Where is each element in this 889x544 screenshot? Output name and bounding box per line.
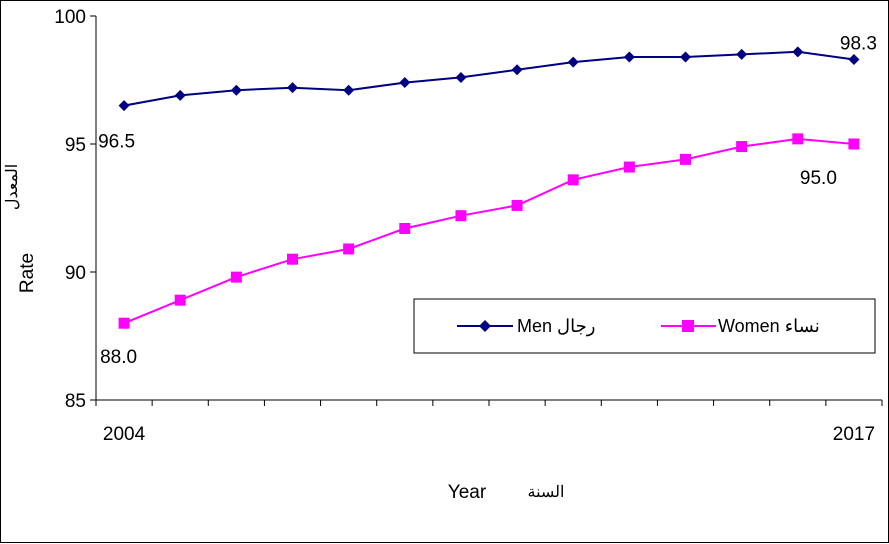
data-point-marker	[848, 138, 860, 150]
x-tick-labels: 2004 2017	[103, 424, 875, 445]
data-point-marker	[287, 253, 298, 265]
data-point-marker	[455, 71, 467, 83]
axes	[90, 15, 883, 406]
legend-men-marker	[479, 320, 491, 332]
legend-men-label: Men رجال	[517, 316, 595, 337]
y-axis-title: Rate	[17, 253, 38, 293]
data-labels: 96.5 98.3 88.0 95.0	[98, 34, 877, 369]
data-point-marker	[118, 100, 130, 112]
data-point-marker	[455, 210, 467, 222]
data-point-marker	[680, 153, 691, 165]
y-tick-label: 85	[65, 391, 86, 412]
legend: Men رجال Women نساء	[413, 298, 876, 354]
data-point-marker	[230, 84, 242, 96]
data-point-marker	[511, 199, 523, 211]
x-axis-title: Year	[448, 482, 487, 503]
legend-women-label: Women نساء	[718, 316, 820, 336]
data-point-marker	[623, 161, 635, 173]
data-label: 95.0	[800, 168, 837, 189]
x-axis-title-arabic: السنة	[528, 484, 565, 501]
data-point-marker	[174, 294, 186, 306]
y-axis-title-arabic: المعدل	[4, 164, 21, 210]
data-point-marker	[736, 141, 748, 153]
y-tick-label: 100	[54, 7, 86, 28]
data-point-marker	[848, 54, 860, 66]
data-point-marker	[567, 174, 579, 186]
data-point-marker	[399, 77, 411, 89]
series-layer	[118, 46, 860, 329]
y-tick-labels: 85 90 95 100	[54, 7, 86, 412]
data-point-marker	[792, 133, 804, 145]
y-tick-label: 95	[65, 135, 86, 156]
data-point-marker	[623, 51, 635, 63]
data-point-marker	[567, 56, 579, 68]
data-point-marker	[343, 84, 355, 96]
data-point-marker	[118, 317, 130, 329]
data-point-marker	[736, 48, 748, 60]
data-point-marker	[174, 89, 186, 101]
data-point-marker	[399, 222, 411, 234]
data-point-marker	[230, 271, 242, 283]
data-label: 98.3	[840, 34, 877, 55]
data-label: 96.5	[98, 132, 135, 153]
data-point-marker	[287, 82, 298, 94]
series-line	[123, 50, 855, 107]
series-line	[123, 137, 854, 325]
y-tick-label: 90	[65, 263, 86, 284]
data-point-marker	[680, 51, 691, 63]
legend-women-marker	[682, 320, 694, 332]
data-point-marker	[511, 64, 523, 76]
data-point-marker	[343, 243, 355, 255]
x-tick-label: 2017	[833, 424, 875, 445]
data-point-marker	[792, 46, 804, 58]
x-tick-label: 2004	[103, 424, 146, 445]
data-label: 88.0	[100, 347, 137, 368]
